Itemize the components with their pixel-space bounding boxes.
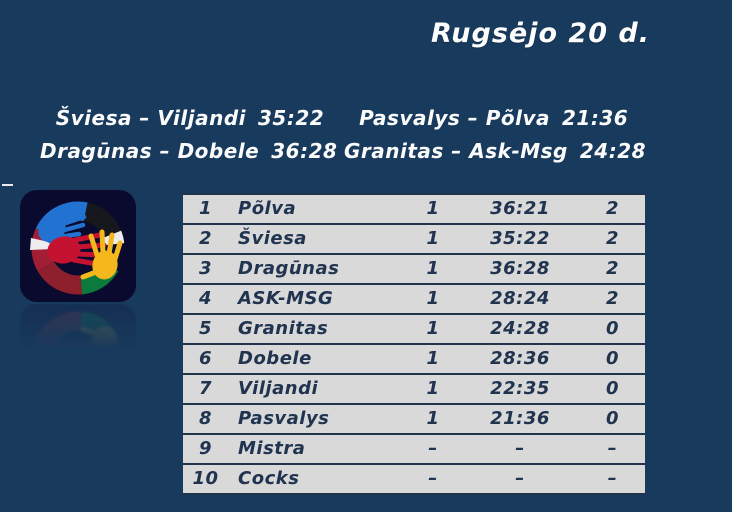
table-row: 4 ASK-MSG 1 28:24 2 — [183, 283, 645, 313]
team-cell: Šviesa — [238, 228, 307, 249]
rank-cell: 2 — [198, 228, 213, 249]
match-teams: Šviesa – Viljandi — [55, 106, 246, 130]
slide-date-title: Rugsėjo 20 d. — [430, 18, 650, 49]
match-result: Šviesa – Viljandi 35:22 — [40, 104, 332, 132]
played-cell: 1 — [426, 318, 440, 339]
goals-cell: 28:36 — [490, 348, 550, 369]
table-row: 6 Dobele 1 28:36 0 — [183, 343, 645, 373]
rank-cell: 7 — [198, 378, 213, 399]
rank-cell: 4 — [198, 288, 213, 309]
team-cell: Dobele — [238, 348, 312, 369]
match-score: 35:22 — [258, 106, 325, 130]
stray-dash-mark — [2, 184, 13, 186]
rank-cell: 8 — [198, 408, 213, 429]
points-cell: 0 — [605, 318, 620, 339]
team-cell: Granitas — [238, 318, 329, 339]
rank-cell: 5 — [198, 318, 213, 339]
team-cell: ASK-MSG — [238, 288, 334, 309]
goals-cell: 24:28 — [490, 318, 550, 339]
points-cell: 2 — [605, 288, 620, 309]
table-row: 1 Põlva 1 36:21 2 — [183, 193, 645, 223]
match-result: Granitas – Ask-Msg 24:28 — [344, 137, 646, 165]
league-logo — [20, 190, 136, 302]
goals-cell: 22:35 — [490, 378, 550, 399]
played-cell: 1 — [426, 288, 440, 309]
standings-table: 1 Põlva 1 36:21 2 2 Šviesa 1 35:22 2 3 D… — [183, 193, 645, 495]
team-cell: Pasvalys — [238, 408, 330, 429]
match-score: 24:28 — [579, 139, 647, 163]
rank-cell: 1 — [198, 198, 213, 219]
points-cell: 2 — [605, 198, 620, 219]
handball-league-logo-reflection-icon — [20, 304, 136, 416]
match-result: Dragūnas – Dobele 36:28 — [40, 137, 337, 165]
played-cell: 1 — [426, 348, 440, 369]
points-cell: – — [607, 468, 618, 489]
table-row: 3 Dragūnas 1 36:28 2 — [183, 253, 645, 283]
played-cell: 1 — [426, 258, 440, 279]
match-score: 36:28 — [271, 139, 338, 163]
played-cell: 1 — [426, 228, 440, 249]
goals-cell: – — [515, 438, 525, 459]
goals-cell: 36:21 — [490, 198, 550, 219]
goals-cell: 36:28 — [490, 258, 550, 279]
played-cell: 1 — [426, 408, 440, 429]
points-cell: – — [607, 438, 618, 459]
table-row: 2 Šviesa 1 35:22 2 — [183, 223, 645, 253]
table-row: 10 Cocks – – – — [183, 463, 645, 493]
played-cell: 1 — [426, 198, 440, 219]
played-cell: 1 — [426, 378, 440, 399]
team-cell: Dragūnas — [238, 258, 340, 279]
team-cell: Mistra — [238, 438, 306, 459]
table-row: 9 Mistra – – – — [183, 433, 645, 463]
goals-cell: 21:36 — [490, 408, 550, 429]
league-logo-reflection — [20, 304, 136, 416]
rank-cell: 6 — [198, 348, 213, 369]
table-row: 8 Pasvalys 1 21:36 0 — [183, 403, 645, 433]
match-score: 21:36 — [562, 106, 629, 130]
goals-cell: 35:22 — [490, 228, 550, 249]
match-teams: Dragūnas – Dobele — [40, 139, 260, 163]
team-cell: Cocks — [238, 468, 300, 489]
match-teams: Pasvalys – Põlva — [359, 106, 550, 130]
points-cell: 0 — [605, 408, 620, 429]
played-cell: – — [428, 468, 438, 489]
points-cell: 0 — [605, 378, 620, 399]
points-cell: 0 — [605, 348, 620, 369]
rank-cell: 10 — [192, 468, 219, 489]
table-row: 5 Granitas 1 24:28 0 — [183, 313, 645, 343]
points-cell: 2 — [605, 258, 620, 279]
match-result: Pasvalys – Põlva 21:36 — [344, 104, 636, 132]
goals-cell: – — [515, 468, 525, 489]
table-row: 7 Viljandi 1 22:35 0 — [183, 373, 645, 403]
played-cell: – — [428, 438, 438, 459]
points-cell: 2 — [605, 228, 620, 249]
handball-league-logo-icon — [20, 190, 136, 302]
rank-cell: 9 — [198, 438, 213, 459]
team-cell: Viljandi — [238, 378, 319, 399]
goals-cell: 28:24 — [490, 288, 550, 309]
match-teams: Granitas – Ask-Msg — [344, 139, 568, 163]
rank-cell: 3 — [198, 258, 213, 279]
team-cell: Põlva — [238, 198, 297, 219]
